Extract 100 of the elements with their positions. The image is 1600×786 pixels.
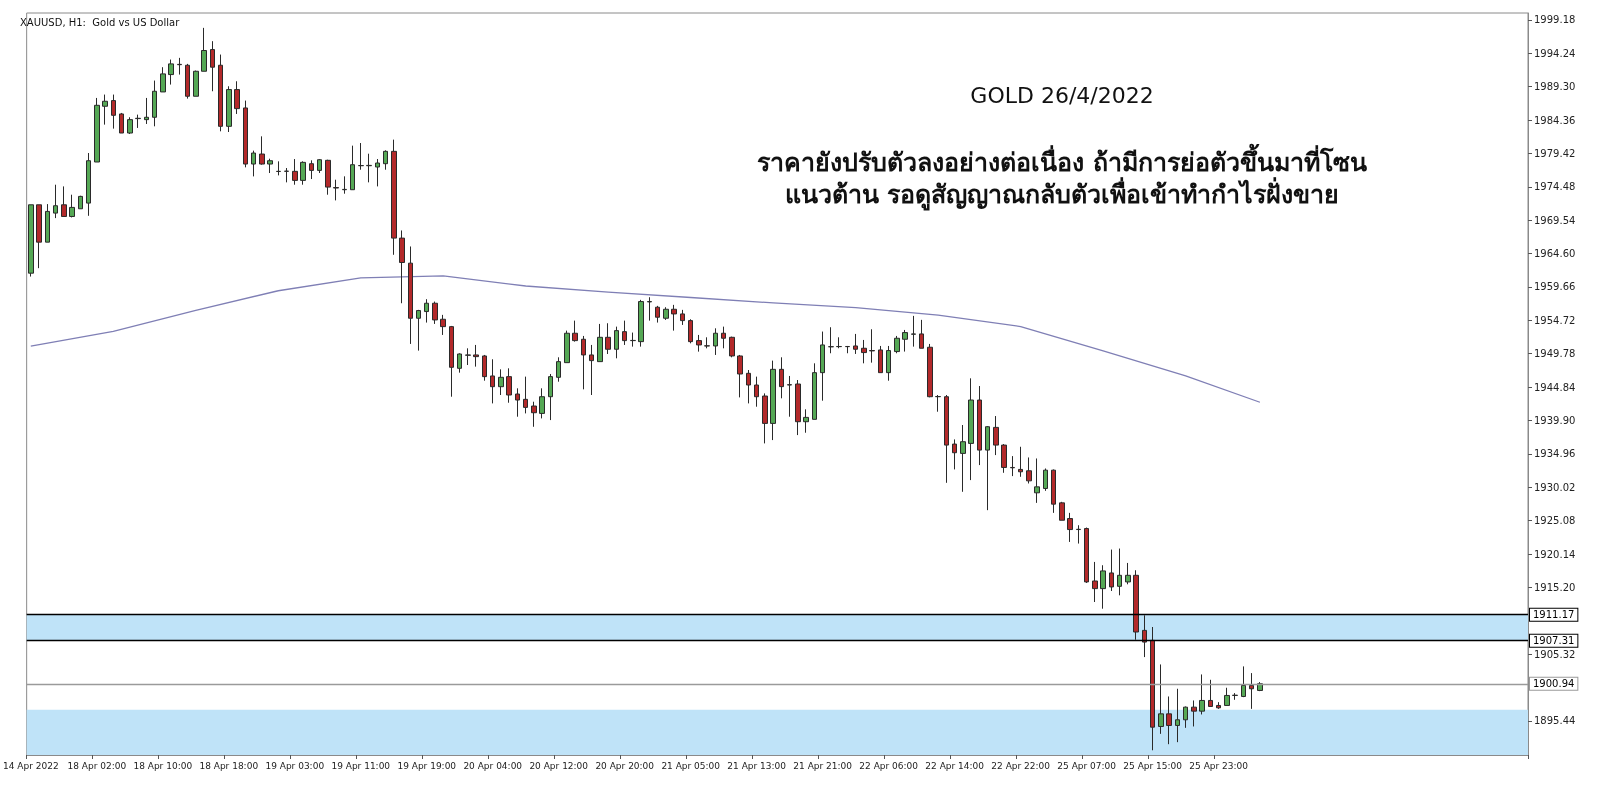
candlestick: [53, 184, 58, 219]
candlestick: [779, 356, 784, 399]
candlestick: [69, 194, 75, 218]
y-tick-label: 1989.30: [1534, 81, 1576, 93]
candlestick: [737, 354, 743, 398]
candlestick: [589, 344, 594, 396]
candlestick: [102, 94, 108, 126]
y-tick-label: 1895.44: [1534, 715, 1576, 727]
candlestick: [902, 329, 908, 353]
candlestick: [605, 322, 611, 355]
x-tick-label: 22 Apr 22:00: [991, 760, 1051, 771]
candlestick: [572, 320, 578, 343]
candlestick: [416, 309, 421, 352]
candlestick: [127, 116, 133, 135]
x-tick-label: 25 Apr 23:00: [1189, 760, 1249, 771]
candlestick: [919, 319, 924, 349]
candlestick: [1001, 443, 1007, 474]
x-tick-label: 21 Apr 21:00: [793, 760, 853, 771]
candlestick: [688, 318, 693, 344]
candlestick: [886, 345, 891, 382]
candlestick: [564, 330, 570, 364]
candlestick: [465, 347, 471, 366]
candlestick: [490, 358, 495, 404]
x-tick-label: 22 Apr 06:00: [859, 760, 919, 771]
candlestick: [746, 369, 751, 404]
candlestick: [671, 304, 677, 332]
candlestick: [506, 367, 512, 404]
candlestick: [234, 80, 240, 115]
candlestick: [300, 160, 306, 186]
candlestick: [1232, 692, 1238, 701]
annotation: แนวต้าน รอดูสัญญาณกลับตัวเพื่อเข้าทำกำไรฝั่งขาย: [784, 177, 1340, 211]
candlestick: [1150, 626, 1155, 751]
candlestick: [985, 425, 990, 511]
candlestick: [1034, 457, 1040, 504]
candlestick: [399, 229, 405, 304]
ref-line-label: 1900.94: [1533, 678, 1575, 690]
candlestick: [952, 438, 957, 470]
candlestick: [663, 306, 669, 321]
candlestick: [119, 112, 124, 134]
candlestick: [226, 85, 232, 133]
candlestick: [1067, 512, 1073, 543]
y-tick-label: 1984.36: [1534, 114, 1576, 126]
candlestick: [680, 309, 685, 326]
candlestick: [622, 320, 627, 346]
candlestick: [1059, 501, 1065, 521]
annotation: GOLD 26/4/2022: [970, 82, 1154, 108]
candlestick: [193, 70, 199, 97]
y-tick-label: 1920.14: [1534, 548, 1576, 560]
candlestick: [869, 328, 875, 364]
candlestick: [1125, 562, 1131, 585]
candlestick: [1043, 467, 1048, 492]
x-tick-label: 20 Apr 04:00: [463, 760, 523, 771]
candlestick: [836, 336, 842, 349]
candlestick: [333, 179, 339, 201]
x-tick-label: 21 Apr 13:00: [727, 760, 787, 771]
candlestick: [787, 375, 792, 418]
y-tick-label: 1999.18: [1534, 14, 1576, 26]
y-tick-label: 1949.78: [1534, 348, 1576, 360]
candlestick: [473, 344, 479, 368]
candlestick: [1084, 527, 1089, 584]
candlestick: [523, 376, 528, 414]
candlestick: [276, 160, 281, 176]
line-series: [30, 275, 1261, 403]
candlestick: [1175, 688, 1180, 743]
candlestick: [1117, 548, 1122, 596]
y-tick-label: 1930.02: [1534, 481, 1576, 493]
candlestick: [581, 335, 586, 390]
x-tick-label: 18 Apr 02:00: [67, 760, 127, 771]
candlestick: [655, 305, 660, 324]
candlestick: [721, 326, 726, 349]
y-tick-label: 1974.48: [1534, 181, 1576, 193]
y-tick-label: 1934.96: [1534, 448, 1576, 460]
candlestick: [358, 142, 364, 171]
candlestick: [597, 323, 603, 363]
candlestick: [993, 415, 999, 456]
candlestick: [1109, 549, 1114, 592]
x-tick-label: 18 Apr 18:00: [199, 760, 259, 771]
candlestick: [630, 332, 636, 348]
candlestick: [812, 362, 817, 420]
candlestick: [152, 80, 157, 127]
candlestick: [168, 59, 174, 86]
candlestick: [638, 299, 644, 348]
candlestick: [424, 298, 429, 324]
candlestick: [960, 424, 966, 493]
candlestick: [1100, 564, 1106, 610]
candlestick: [218, 54, 223, 132]
candlestick: [498, 368, 504, 396]
candlestick: [1224, 687, 1230, 706]
candlestick: [770, 360, 776, 441]
candlestick: [1010, 455, 1015, 477]
candlestick: [853, 333, 858, 355]
candlestick: [177, 57, 182, 76]
candlestick: [515, 387, 520, 418]
candlestick: [845, 345, 850, 354]
candlestick: [78, 195, 83, 210]
candlestick: [375, 158, 380, 187]
x-tick-label: 21 Apr 05:00: [661, 760, 721, 771]
y-tick-label: 1939.90: [1534, 414, 1576, 426]
candlestick: [820, 331, 825, 402]
candlestick: [1191, 699, 1197, 727]
